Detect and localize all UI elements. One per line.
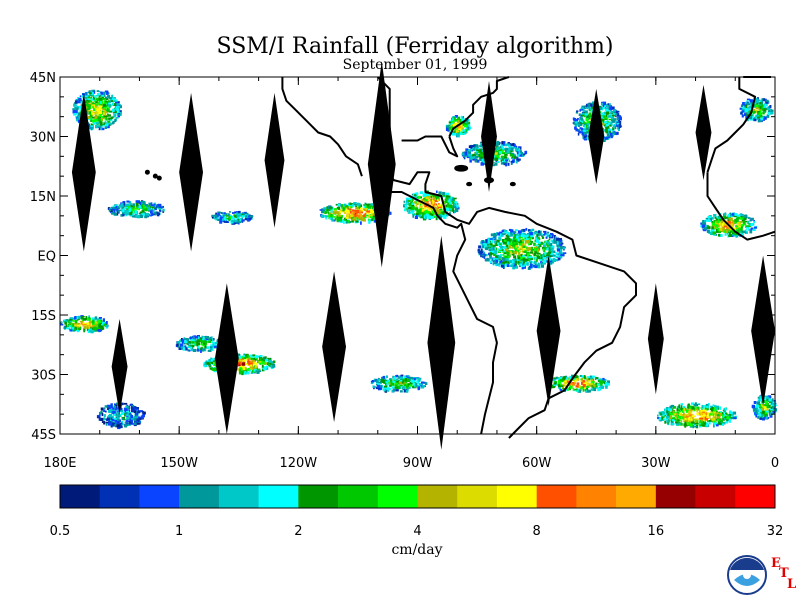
colorbar-swatch [735,485,776,508]
x-tick-label: 60W [522,456,552,471]
colorbar-swatch [457,485,498,508]
colorbar-frame [59,484,776,509]
coastline [401,135,459,158]
coastline [706,77,757,173]
colorbar-swatch [99,485,140,508]
orbit-gap [264,92,285,228]
coastline [377,187,498,435]
colorbar-swatch [496,485,537,508]
colorbar-swatch [576,485,617,508]
orbit-gap [647,283,664,395]
colorbar-swatch [417,485,458,508]
rain-region [211,210,254,225]
colorbar-swatch [179,485,220,508]
rain-region [657,402,738,429]
map-layer [60,61,778,450]
orbit-gap [588,88,605,185]
x-tick-label: 0 [771,456,779,471]
rain-region [370,374,428,393]
colorbar-label: 16 [648,524,665,539]
colorbar-swatch [258,485,299,508]
colorbar-swatch [60,485,101,508]
rain-region [545,374,610,393]
orbit-gap [322,271,346,423]
y-tick-label: 30S [31,369,56,384]
rain-region [175,335,223,353]
rain-region [751,394,778,421]
island [144,169,150,175]
coastline [448,76,510,137]
colorbar: 0.5 1 2 4 8 16 32 [50,484,784,539]
x-tick-label: 150W [160,456,198,471]
colorbar-swatch [616,485,657,508]
y-tick-label: 45N [30,71,56,86]
rain-region [96,402,146,430]
rain-region [203,353,276,376]
orbit-gap [179,92,203,252]
colorbar-label: 32 [767,524,784,539]
rain-region [60,315,109,334]
coastline [377,76,637,439]
colorbar-swatch [218,485,259,508]
axes: 180E 150W 120W 90W 60W 30W 0 45N 30N 15N EQ 15S 30S 4… [30,71,779,471]
x-tick-label: 30W [641,456,671,471]
island [156,175,162,181]
y-tick-label: 15N [30,190,56,205]
orbit-gap [481,80,497,193]
orbit-gap [214,283,239,434]
x-tick-label: 90W [403,456,433,471]
rain-region [477,227,567,270]
chart-subtitle: September 01, 1999 [343,57,488,73]
orbit-gap [111,318,128,415]
orbit-gap [71,92,96,252]
island [484,177,494,184]
colorbar-swatch [655,485,696,508]
orbit-gap [695,84,712,181]
colorbar-label: 2 [294,524,302,539]
y-tick-label: 45S [31,428,56,443]
colorbar-swatch [338,485,379,508]
orbit-gap [427,235,456,450]
rain-region [739,97,774,123]
colorbar-label: 4 [413,524,421,539]
noaa-logo [727,555,767,595]
island [466,181,473,187]
etl-logo: E T L [771,556,796,592]
orbit-gaps [71,61,775,450]
colorbar-swatch [139,485,180,508]
colorbar-unit: cm/day [391,542,442,558]
orbit-gap [536,255,561,407]
island [152,173,158,179]
orbit-gap [751,255,775,407]
coastline [706,172,776,241]
x-tick-label: 180E [43,456,76,471]
rain-region [107,200,165,219]
x-tick-label: 120W [279,456,317,471]
colorbar-label: 1 [175,524,183,539]
y-tick-label: 30N [30,131,56,146]
y-tick-label: 15S [31,309,56,324]
colorbar-swatch [536,485,577,508]
colorbar-swatch [695,485,736,508]
island [454,164,469,172]
y-tick-label: EQ [38,250,56,265]
colorbar-label: 8 [533,524,541,539]
colorbar-swatch [377,485,418,508]
colorbar-label: 0.5 [50,524,71,539]
island [509,181,516,187]
chart-title: SSM/I Rainfall (Ferriday algorithm) [217,34,614,59]
orbit-gap [367,61,396,268]
coastline [281,77,363,177]
coastlines [144,76,776,439]
colorbar-swatch [298,485,339,508]
